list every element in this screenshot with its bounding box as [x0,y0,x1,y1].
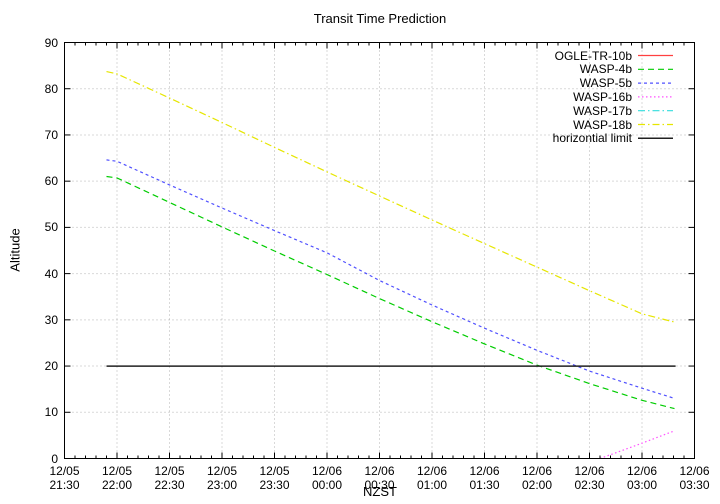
y-tick-label: 60 [44,174,58,189]
legend-label: WASP-5b [579,76,632,91]
legend-label: WASP-18b [573,117,632,132]
legend-label: horizontial limit [552,131,632,146]
x-tick-label: 12/06 00:00 [311,464,343,492]
series-line-wasp-16b [599,430,675,460]
legend-label: WASP-4b [579,62,632,77]
x-tick-label: 12/05 22:30 [154,464,185,492]
x-tick-label: 12/06 03:30 [679,464,710,492]
x-tick-label: 12/06 00:30 [364,464,395,492]
y-tick-label: 40 [44,266,58,281]
y-tick-label: 80 [44,81,58,96]
y-tick-label: 20 [44,359,58,374]
x-tick-label: 12/06 02:30 [574,464,605,492]
x-axis-label: NZST [363,484,397,499]
legend-label: OGLE-TR-10b [554,48,632,63]
x-tick-label: 12/05 23:30 [259,464,290,492]
x-tick-label: 12/06 01:30 [469,464,500,492]
series-line-wasp-5b [106,159,675,399]
x-tick-label: 12/05 23:00 [206,464,238,492]
y-tick-label: 90 [44,35,58,50]
y-tick-label: 30 [44,312,58,327]
y-tick-label: 70 [44,127,58,142]
chart-title: Transit Time Prediction [313,11,447,26]
x-tick-label: 12/05 22:00 [101,464,133,492]
legend-label: WASP-16b [573,89,632,104]
y-tick-label: 0 [51,451,58,466]
y-tick-label: 10 [44,405,58,420]
x-tick-label: 12/06 02:00 [521,464,553,492]
series-line-wasp-18b [106,71,675,323]
x-tick-label: 12/05 21:30 [49,464,80,492]
x-tick-label: 12/06 03:00 [626,464,658,492]
y-axis-label: Altitude [7,228,23,272]
legend-label: WASP-17b [573,103,632,118]
x-tick-label: 12/06 01:00 [416,464,448,492]
y-tick-label: 50 [44,220,58,235]
